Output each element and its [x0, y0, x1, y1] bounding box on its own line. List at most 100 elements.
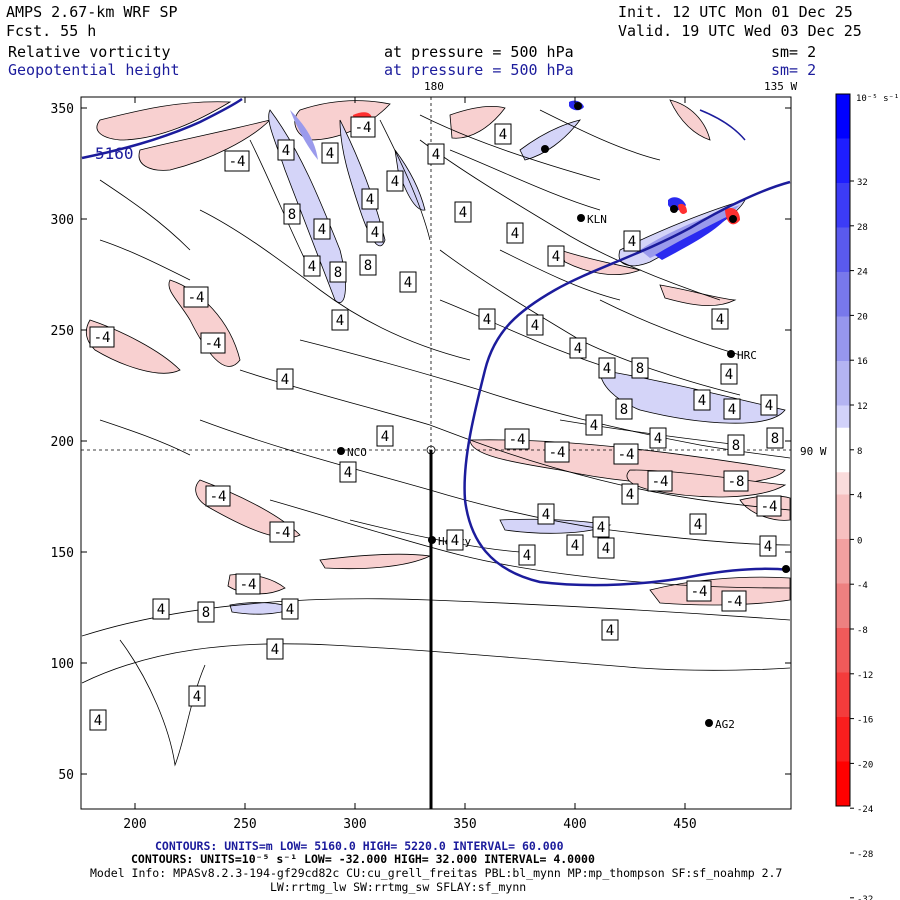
svg-text:4: 4 [459, 205, 467, 221]
colorbar-cell [836, 761, 850, 806]
vorticity-contour-label: 4 [313, 218, 331, 240]
colorbar-cell [836, 183, 850, 228]
vorticity-contour-labels: 4 4 4 4 8 4 4 4 8 8 4 4 4 4 4 4 4 4 4 4 4 4 8 4 4 4 4 4 8 4 4 8 8 4 4 4 4 4 4 4… [89, 116, 784, 731]
y-tick-label: 100 [51, 657, 74, 672]
colorbar-cell [836, 138, 850, 183]
vorticity-contour-label: 4 [569, 337, 587, 359]
x-tick-label: 450 [673, 817, 696, 832]
vorticity-contour-label: 4 [266, 638, 284, 660]
station-dot [727, 350, 735, 358]
svg-text:-4: -4 [274, 525, 291, 541]
station-dot [705, 719, 713, 727]
vorticity-contour-label: 4 [399, 271, 417, 293]
svg-text:4: 4 [157, 602, 165, 618]
svg-text:4: 4 [499, 127, 507, 143]
svg-text:4: 4 [628, 234, 636, 250]
colorbar-tick-label: 32 [857, 178, 868, 188]
y-axis: 350 300 250 200 150 100 50 [51, 102, 791, 783]
field1-level: at pressure = 500 hPa [384, 43, 574, 61]
vorticity-contour-label: -4 [504, 428, 530, 450]
svg-text:4: 4 [318, 222, 326, 238]
station-dot [729, 215, 737, 223]
vorticity-contour-label: 4 [276, 368, 294, 390]
svg-text:-4: -4 [94, 330, 111, 346]
vorticity-contour-label: 4 [281, 598, 299, 620]
vorticity-contour-label: 8 [631, 357, 649, 379]
vorticity-contour-label: -4 [269, 521, 295, 543]
y-tick-label: 50 [58, 768, 74, 783]
station-dot [574, 102, 582, 110]
vorticity-contour-label: 4 [723, 398, 741, 420]
vorticity-contour-label: 4 [547, 245, 565, 267]
y-tick-label: 350 [51, 102, 74, 117]
y-tick-label: 300 [51, 213, 74, 228]
lon-90w-label: 90 W [800, 445, 827, 458]
y-tick-label: 250 [51, 324, 74, 339]
colorbar-cell [836, 272, 850, 317]
vorticity-contour-label: 4 [760, 394, 778, 416]
colorbar-units: 10⁻⁵ s⁻¹ [856, 94, 899, 104]
vorticity-contour-label: 4 [339, 461, 357, 483]
vorticity-contour-label: -4 [686, 580, 712, 602]
colorbar-tick-label: 4 [857, 492, 862, 502]
svg-text:4: 4 [698, 393, 706, 409]
colorbar-tick-label: 24 [857, 268, 868, 278]
contours-height-info: CONTOURS: UNITS=m LOW= 5160.0 HIGH= 5220… [155, 839, 564, 853]
colorbar-tick-label: -24 [857, 805, 873, 815]
svg-text:4: 4 [626, 487, 634, 503]
svg-text:4: 4 [542, 507, 550, 523]
vorticity-contour-label: -8 [723, 470, 749, 492]
svg-text:4: 4 [432, 147, 440, 163]
colorbar-cell [836, 717, 850, 762]
station-dot [577, 214, 585, 222]
plot-frame [80, 96, 792, 810]
vorticity-contour-label: 4 [592, 516, 610, 538]
vorticity-contour-label: 4 [152, 598, 170, 620]
vorticity-contour-label: 4 [585, 414, 603, 436]
svg-text:4: 4 [483, 312, 491, 328]
svg-text:-4: -4 [355, 120, 372, 136]
colorbar-cell [836, 672, 850, 717]
svg-text:-4: -4 [691, 584, 708, 600]
model-info-line2: LW:rrtmg_lw SW:rrtmg_sw SFLAY:sf_mynn [270, 880, 527, 894]
vorticity-contour-label: 4 [601, 619, 619, 641]
vorticity-contour-label: 4 [386, 170, 404, 192]
x-tick-label: 350 [453, 817, 476, 832]
colorbar-tick-label: 28 [857, 223, 868, 233]
svg-text:4: 4 [716, 312, 724, 328]
colorbar-tick-label: 0 [857, 536, 862, 546]
vorticity-contour-label: 4 [89, 709, 107, 731]
svg-text:8: 8 [288, 207, 296, 223]
svg-text:4: 4 [765, 398, 773, 414]
x-tick-label: 200 [123, 817, 146, 832]
svg-text:-4: -4 [188, 290, 205, 306]
svg-text:4: 4 [571, 538, 579, 554]
vorticity-contour-label: 8 [329, 261, 347, 283]
station-label-nco: NCO [347, 446, 367, 459]
svg-text:4: 4 [366, 192, 374, 208]
lon-135w-label: 135 W [764, 80, 797, 93]
colorbar-tick-label: -4 [857, 581, 868, 591]
south-pole-marker [426, 445, 436, 455]
field1-smoothing: sm= 2 [771, 43, 817, 61]
colorbar-tick-label: -8 [857, 626, 868, 636]
svg-text:4: 4 [654, 431, 662, 447]
svg-text:8: 8 [364, 258, 372, 274]
svg-text:4: 4 [344, 465, 352, 481]
colorbar-cell [836, 94, 850, 139]
vorticity-contour-label: 4 [537, 503, 555, 525]
svg-text:-4: -4 [210, 489, 227, 505]
height-contour-label: 5160 [95, 144, 134, 163]
station-dot [337, 447, 345, 455]
svg-text:-8: -8 [728, 474, 745, 490]
vorticity-contour-label: 4 [623, 230, 641, 252]
vorticity-contour-label: 4 [494, 123, 512, 145]
svg-text:4: 4 [391, 174, 399, 190]
svg-text:4: 4 [574, 341, 582, 357]
x-tick-label: 250 [233, 817, 256, 832]
colorbar-cell [836, 316, 850, 361]
field2-level: at pressure = 500 hPa [384, 61, 574, 79]
vorticity-contour-label: 4 [188, 685, 206, 707]
svg-text:-4: -4 [549, 445, 566, 461]
